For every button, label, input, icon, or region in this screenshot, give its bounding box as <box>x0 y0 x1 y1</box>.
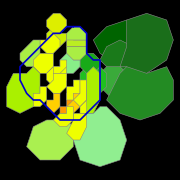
Polygon shape <box>53 107 73 127</box>
Polygon shape <box>47 67 67 87</box>
Polygon shape <box>67 47 87 60</box>
Polygon shape <box>67 80 80 100</box>
Polygon shape <box>20 40 40 67</box>
Polygon shape <box>53 60 67 73</box>
Polygon shape <box>47 73 67 93</box>
Polygon shape <box>47 27 67 47</box>
Polygon shape <box>67 93 80 113</box>
Polygon shape <box>73 80 87 107</box>
Polygon shape <box>7 67 40 113</box>
Polygon shape <box>47 93 60 113</box>
Polygon shape <box>120 13 173 73</box>
Polygon shape <box>80 53 100 73</box>
Polygon shape <box>27 120 73 160</box>
Polygon shape <box>100 67 140 100</box>
Polygon shape <box>80 67 107 93</box>
Polygon shape <box>47 13 67 33</box>
Polygon shape <box>67 113 87 140</box>
Polygon shape <box>80 87 93 113</box>
Polygon shape <box>107 67 173 120</box>
Polygon shape <box>67 33 87 47</box>
Polygon shape <box>33 53 53 73</box>
Polygon shape <box>73 107 127 167</box>
Polygon shape <box>100 40 140 73</box>
Polygon shape <box>33 87 47 107</box>
Polygon shape <box>87 67 100 113</box>
Polygon shape <box>93 20 153 67</box>
Polygon shape <box>67 27 87 40</box>
Polygon shape <box>60 93 73 113</box>
Polygon shape <box>40 33 60 53</box>
Polygon shape <box>60 53 80 73</box>
